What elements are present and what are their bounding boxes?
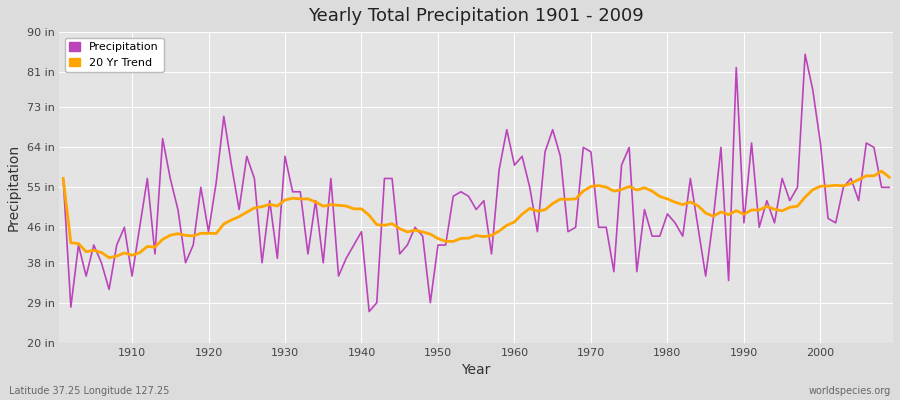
- X-axis label: Year: Year: [462, 363, 490, 377]
- Y-axis label: Precipitation: Precipitation: [7, 144, 21, 231]
- Legend: Precipitation, 20 Yr Trend: Precipitation, 20 Yr Trend: [65, 38, 164, 72]
- Text: worldspecies.org: worldspecies.org: [809, 386, 891, 396]
- Text: Latitude 37.25 Longitude 127.25: Latitude 37.25 Longitude 127.25: [9, 386, 169, 396]
- Title: Yearly Total Precipitation 1901 - 2009: Yearly Total Precipitation 1901 - 2009: [309, 7, 644, 25]
